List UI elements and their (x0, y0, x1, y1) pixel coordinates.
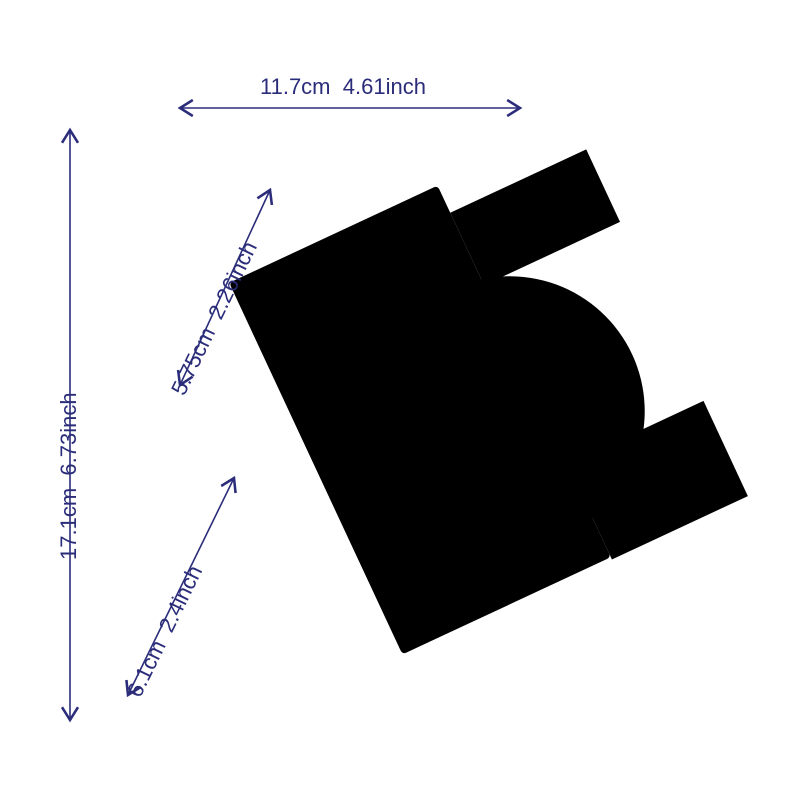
dimension-label-height: 17.1cm 6.73inch (56, 392, 82, 560)
dimension-label-width-top: 11.7cm 4.61inch (260, 74, 426, 100)
height-in: 6.73inch (56, 392, 81, 475)
diagram-stage: 17.1cm 6.73inch 11.7cm 4.61inch 5.75cm 2… (0, 0, 800, 800)
diagram-canvas (0, 0, 800, 800)
width-in: 4.61inch (343, 74, 426, 99)
height-cm: 17.1cm (56, 488, 81, 560)
silhouette-shape (229, 122, 748, 656)
width-cm: 11.7cm (260, 74, 331, 99)
